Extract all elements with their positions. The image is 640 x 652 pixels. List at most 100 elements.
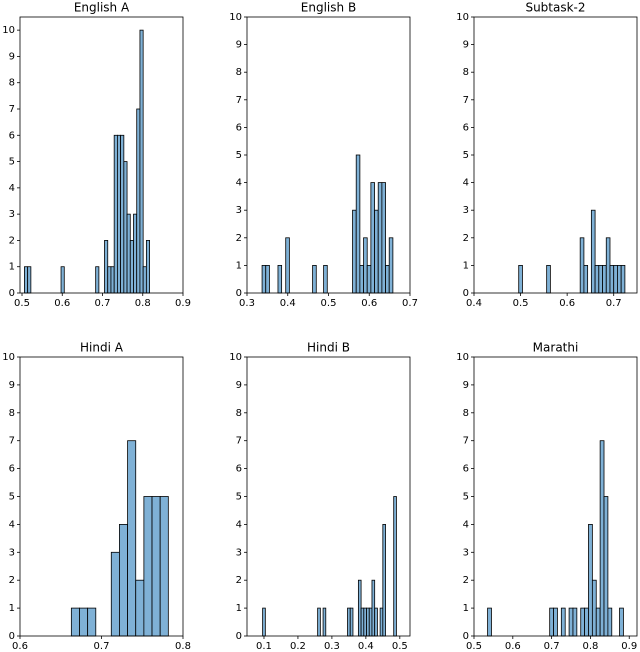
bar	[619, 607, 624, 637]
y-tick-label: 8	[463, 408, 469, 419]
x-tick-label: 0.4	[466, 298, 482, 309]
bar	[595, 607, 601, 637]
bar	[127, 440, 137, 637]
bar	[357, 579, 362, 637]
plot-frame	[19, 16, 184, 294]
bar	[79, 607, 89, 637]
y-tick-label: 0	[236, 631, 242, 642]
bar	[584, 607, 589, 637]
y-tick-label: 4	[463, 519, 469, 530]
x-tick-label: 0.7	[95, 298, 111, 309]
bar	[110, 551, 120, 637]
bar	[285, 237, 290, 294]
y-tick-label: 3	[236, 205, 242, 216]
bar	[87, 607, 97, 637]
chart-title: English A	[74, 1, 130, 15]
bar	[603, 496, 609, 637]
bar	[360, 607, 365, 637]
x-tick-label: 0.2	[290, 641, 306, 652]
bar	[277, 264, 283, 294]
y-tick-label: 4	[236, 178, 242, 189]
y-tick-label: 2	[236, 233, 242, 244]
y-tick-label: 6	[463, 464, 469, 475]
bar	[374, 607, 378, 637]
y-tick-label: 5	[463, 150, 469, 161]
chart-title: Hindi B	[307, 341, 350, 355]
bar	[393, 496, 397, 637]
y-tick-label: 3	[463, 205, 469, 216]
bar	[323, 264, 328, 294]
bar	[382, 524, 386, 637]
y-tick-label: 4	[9, 519, 15, 530]
y-tick-label: 2	[463, 233, 469, 244]
bar	[104, 240, 109, 294]
x-tick-label: 0.1	[256, 641, 272, 652]
x-tick-label: 0.6	[559, 298, 575, 309]
y-tick-label: 3	[9, 209, 15, 220]
y-tick-label: 6	[236, 464, 242, 475]
x-tick-label: 0.8	[175, 641, 191, 652]
bar	[599, 440, 605, 637]
bar	[359, 264, 364, 294]
bar	[363, 237, 368, 294]
bar	[546, 264, 551, 294]
bar	[123, 161, 128, 294]
x-tick-label: 0.4	[358, 641, 374, 652]
y-tick-label: 9	[463, 380, 469, 391]
bar	[590, 209, 596, 294]
x-tick-label: 0.6	[505, 641, 521, 652]
bar	[607, 607, 613, 637]
bar	[371, 579, 376, 637]
y-tick-label: 10	[2, 25, 15, 36]
chart-title: Marathi	[533, 341, 579, 355]
bar	[116, 134, 122, 294]
bar	[60, 266, 65, 294]
y-tick-label: 8	[236, 408, 242, 419]
y-tick-label: 0	[463, 631, 469, 642]
x-tick-label: 0.6	[54, 298, 70, 309]
bar	[95, 266, 100, 294]
y-tick-label: 10	[229, 352, 242, 363]
x-tick-label: 0.7	[606, 298, 622, 309]
y-tick-label: 10	[456, 12, 469, 23]
y-tick-label: 10	[229, 12, 242, 23]
y-tick-label: 7	[9, 104, 15, 115]
bar	[553, 607, 558, 637]
x-tick-label: 0.3	[239, 298, 255, 309]
plot-frame	[473, 356, 638, 637]
y-tick-label: 6	[236, 122, 242, 133]
y-tick-label: 6	[9, 130, 15, 141]
bar	[613, 264, 618, 294]
x-tick-label: 0.5	[513, 298, 529, 309]
y-tick-label: 8	[9, 408, 15, 419]
bar	[265, 264, 270, 294]
y-tick-label: 3	[9, 547, 15, 558]
bar	[120, 134, 125, 294]
bar	[374, 209, 379, 294]
y-tick-label: 10	[2, 352, 15, 363]
x-tick-label: 0.9	[175, 298, 191, 309]
bar	[377, 182, 383, 294]
chart-title: English B	[301, 1, 356, 15]
bar	[368, 607, 373, 637]
y-tick-label: 7	[236, 436, 242, 447]
bar	[129, 240, 134, 294]
bar	[352, 209, 357, 294]
bar	[347, 607, 351, 637]
y-tick-label: 3	[463, 547, 469, 558]
bar	[119, 524, 128, 637]
bar	[366, 264, 372, 294]
y-tick-label: 0	[463, 288, 469, 299]
y-tick-label: 9	[236, 40, 242, 51]
x-tick-label: 0.8	[135, 298, 151, 309]
y-tick-label: 9	[9, 51, 15, 62]
y-tick-label: 7	[9, 436, 15, 447]
bar	[261, 264, 267, 294]
bar	[388, 237, 394, 294]
bar	[370, 182, 375, 294]
y-tick-label: 1	[236, 260, 242, 271]
y-tick-label: 6	[463, 122, 469, 133]
y-tick-label: 5	[236, 150, 242, 161]
y-tick-label: 0	[9, 631, 15, 642]
bar	[142, 266, 147, 294]
